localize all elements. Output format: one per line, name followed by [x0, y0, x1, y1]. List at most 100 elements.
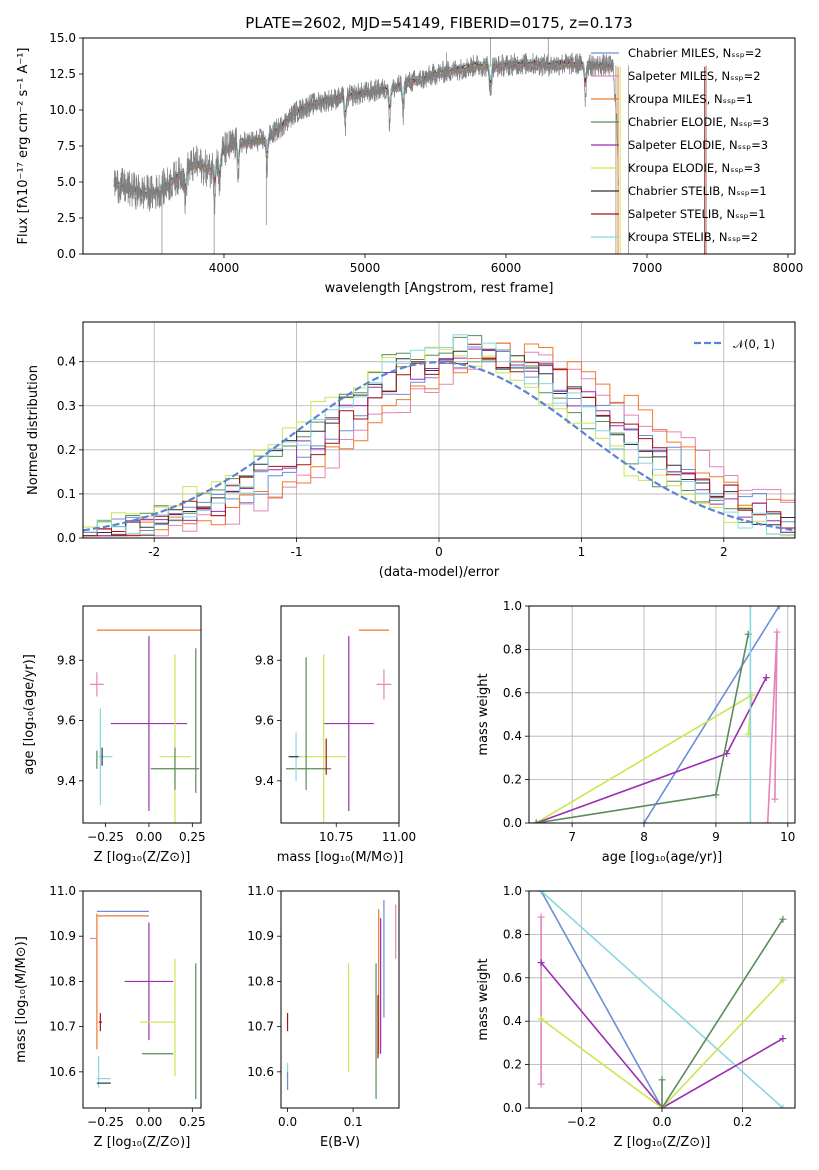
- residuals-plot: [83, 334, 795, 537]
- spectrum-data-line: [113, 52, 620, 215]
- z-mass-xtick-label: −0.25: [87, 1115, 124, 1129]
- age-weight-point-marker: [640, 819, 648, 823]
- spectrum-frame: [82, 37, 796, 255]
- z-age-xtick-label: −0.25: [87, 830, 124, 844]
- z-weight-point-marker: [658, 1076, 666, 1084]
- age-weight-ytick-label: 0.8: [503, 642, 522, 656]
- mass-age-errorbar-point: [301, 654, 347, 823]
- spectrum-xtick-label: 4000: [209, 261, 240, 275]
- z-mass-ytick-label: 11.0: [49, 884, 76, 898]
- residuals-histogram: [83, 334, 795, 537]
- z-mass-ytick-label: 10.6: [49, 1065, 76, 1079]
- ebv-mass-ytick-label: 10.8: [247, 974, 274, 988]
- z-age-frame: [82, 605, 202, 824]
- mass-age-ytick-label: 9.8: [255, 653, 274, 667]
- z-mass-errorbar-point: [98, 1013, 103, 1032]
- age-weight-ytick-label: 0.0: [503, 816, 522, 830]
- age-weight-ytick-label: 0.2: [503, 773, 522, 787]
- mass-age-xtick-label: 10.75: [319, 830, 353, 844]
- age-weight-series-line: [643, 606, 780, 823]
- spectrum-ytick-label: 5.0: [57, 175, 76, 189]
- z-weight-xtick-label: 0.2: [733, 1115, 752, 1129]
- residuals-panel: -2 -1 0 1 2 0.0 0.1 0.2 0.3 0.4 (data-model)/error…: [26, 321, 796, 580]
- spectrum-xtick-label: 8000: [773, 261, 804, 275]
- spectrum-legend-label: Chabrier MILES, Nₛₛₚ=2: [628, 46, 762, 60]
- age-weight-point-marker: [771, 795, 779, 803]
- ebv-mass-xtick-label: 0.1: [344, 1115, 363, 1129]
- z-weight-point-marker: [779, 1104, 787, 1108]
- z-weight-series-line: [540, 979, 784, 1108]
- mass-age-ytick-label: 9.4: [255, 774, 274, 788]
- z-weight-ytick-label: 0.4: [503, 1014, 522, 1028]
- age-weight-xtick-label: 7: [568, 830, 576, 844]
- ebv-mass-ytick-label: 11.0: [247, 884, 274, 898]
- age-weight-frame: [528, 605, 796, 824]
- residuals-legend-label: 𝒩(0, 1): [733, 337, 775, 351]
- z-weight-point-marker: [779, 976, 787, 984]
- z-age-panel: −0.25 0.00 0.25 9.4 9.6 9.8 Z [log₁₀(Z/Z⊙)] age…: [22, 605, 206, 865]
- residuals-ytick-label: 0.1: [57, 487, 76, 501]
- z-age-plot: [89, 629, 201, 823]
- spectrum-legend-label: Chabrier ELODIE, Nₛₛₚ=3: [628, 115, 769, 129]
- z-weight-point-marker: [658, 1104, 666, 1108]
- z-age-errorbar-point: [150, 747, 200, 790]
- z-weight-point-marker: [779, 1035, 787, 1043]
- z-mass-plot: [89, 910, 197, 1099]
- age-weight-point-marker: [762, 674, 770, 682]
- spectrum-ytick-label: 12.5: [49, 67, 76, 81]
- z-weight-xtick-label: −0.2: [567, 1115, 596, 1129]
- mass-age-xlabel: mass [log₁₀(M/M⊙)]: [277, 850, 404, 865]
- z-weight-series-line: [540, 962, 784, 1108]
- age-weight-point-marker: [773, 628, 781, 636]
- z-age-errorbar-point: [110, 636, 188, 811]
- mass-age-xtick-label: 11.00: [382, 830, 416, 844]
- z-weight-point-marker: [537, 913, 545, 921]
- z-mass-ytick-label: 10.8: [49, 974, 76, 988]
- z-mass-xlabel: Z [log₁₀(Z/Z⊙)]: [94, 1135, 191, 1150]
- z-mass-frame: [82, 890, 202, 1109]
- spectrum-xtick-label: 6000: [491, 261, 522, 275]
- spectrum-legend-label: Chabrier STELIB, Nₛₛₚ=1: [628, 184, 767, 198]
- residuals-ytick-label: 0.0: [57, 531, 76, 545]
- spectrum-model-line: [113, 64, 614, 200]
- z-weight-frame: [528, 890, 796, 1109]
- z-weight-series-line: [540, 891, 784, 1108]
- z-weight-point-marker: [537, 891, 545, 895]
- residuals-xtick-label: 1: [578, 545, 586, 559]
- age-weight-point-marker: [746, 819, 754, 823]
- mass-age-errorbar-point: [376, 669, 392, 700]
- residuals-frame: [82, 321, 796, 539]
- z-age-xlabel: Z [log₁₀(Z/Z⊙)]: [94, 850, 191, 865]
- z-mass-xtick-label: 0.00: [136, 1115, 163, 1129]
- spectrum-legend-label: Kroupa MILES, Nₛₛₚ=1: [628, 92, 753, 106]
- residuals-ytick-label: 0.3: [57, 399, 76, 413]
- z-age-ytick-label: 9.8: [57, 653, 76, 667]
- z-weight-series-line: [540, 891, 663, 1108]
- age-weight-xtick-label: 9: [712, 830, 720, 844]
- mass-age-plot: [286, 629, 392, 823]
- age-weight-ytick-label: 0.4: [503, 729, 522, 743]
- spectrum-model-line: [113, 60, 614, 196]
- z-weight-ytick-label: 0.8: [503, 927, 522, 941]
- mass-age-panel: 10.75 11.00 9.4 9.6 9.8 mass [log₁₀(M/M⊙)]: [255, 605, 416, 865]
- spectrum-ytick-label: 0.0: [57, 247, 76, 261]
- ebv-mass-ytick-label: 10.7: [247, 1020, 274, 1034]
- spectrum-legend: Chabrier MILES, Nₛₛₚ=2 Salpeter MILES, Nₛ…: [591, 46, 769, 244]
- z-weight-point-marker: [779, 915, 787, 923]
- z-weight-panel: −0.2 0.0 0.2 0.0 0.2 0.4 0.6 0.8 1.0 Z [log₁₀(Z/Z…: [476, 884, 796, 1150]
- spectrum-xlabel: wavelength [Angstrom, rest frame]: [325, 281, 554, 296]
- age-weight-point-marker: [748, 691, 756, 699]
- age-weight-point-marker: [746, 606, 754, 610]
- mass-age-errorbar-point: [323, 636, 374, 811]
- spectrum-legend-label: Salpeter ELODIE, Nₛₛₚ=3: [628, 138, 768, 152]
- residuals-ylabel: Normed distribution: [26, 365, 41, 495]
- z-mass-ytick-label: 10.7: [49, 1020, 76, 1034]
- z-weight-ytick-label: 0.6: [503, 971, 522, 985]
- spectrum-model-line: [113, 63, 614, 199]
- age-weight-ylabel: mass weight: [476, 673, 491, 755]
- spectrum-legend-label: Kroupa STELIB, Nₛₛₚ=2: [628, 230, 758, 244]
- ebv-mass-panel: 0.0 0.1 10.6 10.7 10.8 10.9 11.0 E(B-V): [247, 884, 400, 1150]
- z-age-ytick-label: 9.6: [57, 714, 76, 728]
- z-weight-series-line: [661, 918, 784, 1108]
- spectrum-ylabel: Flux [fλ10⁻¹⁷ erg cm⁻² s⁻¹ A⁻¹]: [16, 48, 31, 245]
